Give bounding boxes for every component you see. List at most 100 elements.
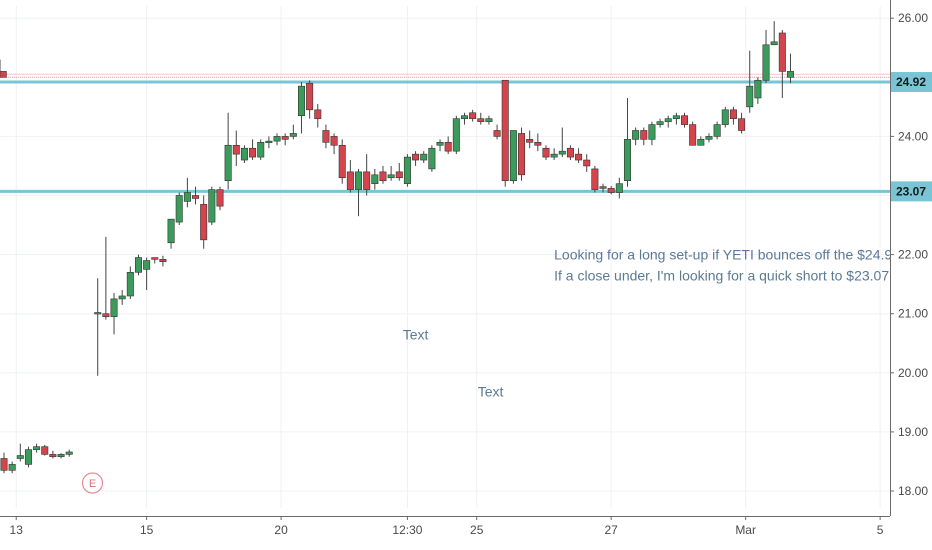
candle (94, 278, 102, 376)
candle (412, 151, 420, 166)
candle (575, 148, 583, 163)
candle (49, 450, 57, 459)
candle (322, 124, 330, 149)
candle-body (57, 454, 65, 458)
candle (672, 112, 680, 125)
candle-body (94, 312, 102, 315)
candle-body (575, 153, 583, 161)
candle-body (436, 142, 444, 146)
candle-body (249, 147, 257, 158)
candle (786, 53, 794, 84)
level-badge[interactable] (891, 72, 932, 93)
candle (770, 21, 778, 46)
candle-body (49, 454, 57, 458)
candle-body (526, 139, 534, 143)
candle-body (346, 171, 354, 190)
candle-body (379, 171, 387, 182)
candle (746, 50, 754, 113)
candle (281, 133, 289, 146)
candle (444, 136, 452, 155)
candle-body (713, 124, 721, 137)
candle (192, 186, 200, 205)
candle (65, 449, 73, 457)
candle-body (534, 142, 542, 146)
candle-body (200, 204, 208, 241)
candle (778, 30, 786, 98)
annotations[interactable]: Looking for a long set-up if YETI bounce… (403, 247, 932, 400)
candle (452, 115, 460, 155)
candle (485, 115, 493, 125)
candle (379, 165, 387, 184)
candle-body (778, 32, 786, 72)
candle-body (363, 171, 371, 190)
candle-body (501, 79, 509, 182)
level-badge[interactable] (891, 181, 932, 202)
candle-body (469, 112, 477, 119)
candle (126, 266, 134, 299)
x-tick-label: 5 (877, 523, 884, 537)
candle (436, 139, 444, 152)
candle-body (403, 156, 411, 184)
candle (689, 121, 697, 146)
candle (249, 139, 257, 161)
candle (273, 133, 281, 146)
candle (338, 139, 346, 184)
candle (175, 192, 183, 226)
candle (265, 136, 273, 149)
candle (289, 124, 297, 140)
earnings-marker[interactable]: E (81, 472, 104, 494)
level-badge-label: 23.07 (896, 184, 926, 198)
candle-body (664, 118, 672, 122)
candle (518, 127, 526, 181)
candle-body (746, 85, 754, 108)
candle (0, 59, 7, 78)
candle-body (632, 130, 640, 140)
candle (420, 151, 428, 163)
candle-body (509, 130, 517, 182)
candle (729, 106, 737, 125)
candle (469, 109, 477, 122)
candle (493, 124, 501, 140)
annotation-text[interactable]: Text (403, 326, 429, 342)
candle (33, 443, 41, 453)
candle (583, 154, 591, 172)
candle-body (134, 257, 142, 273)
candle (754, 77, 762, 104)
y-tick-label: 22.00 (898, 248, 928, 262)
candle (346, 160, 354, 193)
candle-body (550, 153, 558, 158)
candle (460, 112, 468, 125)
candle-body (689, 124, 697, 146)
candle (159, 255, 167, 267)
support-levels[interactable] (0, 73, 890, 193)
candle (297, 82, 305, 134)
candle-body (281, 136, 289, 140)
candle (428, 145, 436, 172)
annotation-text[interactable]: Text (478, 384, 504, 400)
annotation-text[interactable]: If a close under, I'm looking for a quic… (554, 267, 925, 283)
candle-body (257, 142, 265, 158)
candle-body (542, 147, 550, 158)
candle (558, 127, 566, 158)
candle-body (232, 144, 240, 155)
candle-body (16, 455, 24, 459)
candle-body (208, 189, 216, 223)
candle-body (65, 451, 73, 455)
candle (566, 145, 574, 161)
y-tick-label: 21.00 (898, 307, 928, 321)
candle-body (477, 118, 485, 122)
candle (118, 290, 126, 305)
candle-body (493, 130, 501, 137)
candle-body (8, 464, 16, 471)
candle-body (770, 41, 778, 46)
earnings-marker-icon[interactable] (81, 472, 104, 494)
candle-body (175, 195, 183, 223)
candle (591, 165, 599, 193)
candle (0, 452, 8, 474)
candle-body (623, 139, 631, 182)
candle (656, 118, 664, 128)
annotation-text[interactable]: Looking for a long set-up if YETI bounce… (554, 247, 932, 263)
candle (623, 97, 631, 187)
candle-body (0, 458, 8, 471)
